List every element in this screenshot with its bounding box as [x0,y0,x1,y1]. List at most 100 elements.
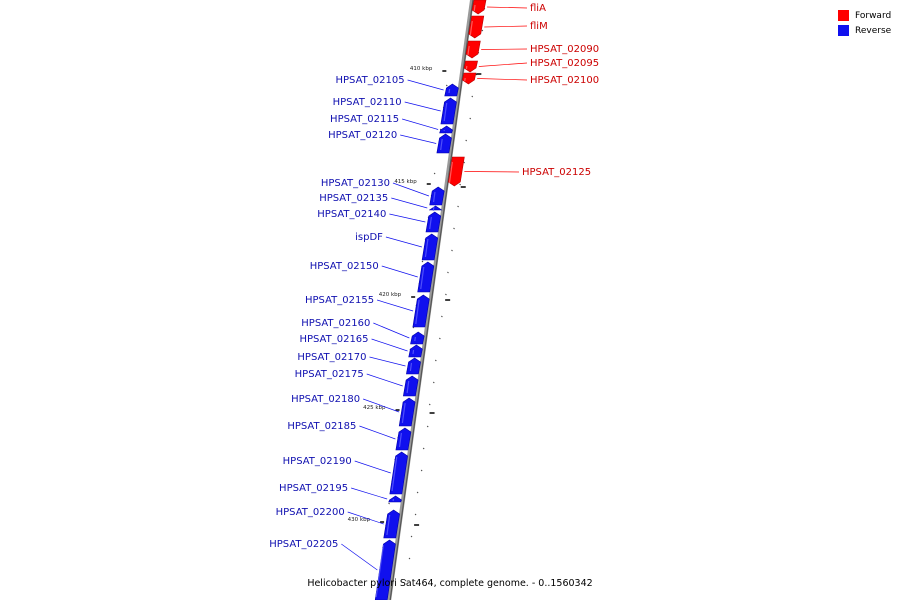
gene-highlight [398,432,403,448]
legend: Forward Reverse [838,8,891,38]
gene-highlight [448,88,451,94]
gene-highlight [414,336,416,342]
genome-backbone [387,0,474,600]
gene-arrow[interactable] [462,72,477,85]
gene-highlight [409,362,413,372]
gene-label[interactable]: ispDF [355,232,383,243]
tick-label: 425 kbp [363,405,386,411]
gene-highlight [469,20,473,36]
gene-highlight [406,380,410,394]
gene-arrow[interactable] [408,344,423,358]
gene-label[interactable]: HPSAT_02200 [276,507,345,518]
label-leader [478,62,528,67]
gene-label[interactable]: HPSAT_02105 [336,75,405,86]
gene-label[interactable]: fliA [530,3,546,14]
gene-label[interactable]: HPSAT_02190 [283,456,352,467]
gene-arrow[interactable] [429,186,445,206]
gene-highlight [415,299,420,325]
gene-label[interactable]: HPSAT_02140 [317,209,386,220]
gene-arrow[interactable] [410,331,425,345]
gene-label[interactable]: fliM [530,21,548,32]
gene-highlight [401,402,406,424]
tick-label: 415 kbp [394,179,417,185]
gene-label[interactable]: HPSAT_02100 [530,75,599,86]
gene-arrow[interactable] [429,205,443,211]
gene-highlight [424,238,429,258]
gene-label[interactable]: HPSAT_02180 [291,394,360,405]
scale-ticks: 410 kbp 415 kbp 420 kbp 425 kbp 430 kbp [348,66,482,526]
gene-label[interactable]: HPSAT_02175 [295,369,364,380]
label-leader [404,101,441,112]
legend-forward: Forward [838,8,891,23]
gene-label[interactable]: HPSAT_02095 [530,58,599,69]
gene-highlight [412,349,415,355]
gene-label[interactable]: HPSAT_02160 [301,318,370,329]
label-leader [487,6,528,9]
forward-swatch [838,10,849,21]
gene-highlight [432,206,435,212]
label-leader [407,79,444,91]
gene-arrow[interactable] [439,125,453,134]
gene-highlight [448,161,453,184]
gene-label[interactable]: HPSAT_02130 [321,178,390,189]
label-leader [381,265,418,278]
gene-arrow[interactable] [436,133,452,154]
legend-forward-label: Forward [855,10,892,21]
label-leader [347,511,384,525]
gene-arrow[interactable] [388,495,402,503]
label-leader [366,373,403,387]
gene-arrow[interactable] [395,427,412,451]
label-leader [484,25,528,28]
gene-arrow[interactable] [463,60,478,73]
gene-arrow[interactable] [471,0,487,15]
gene-arrow[interactable] [406,357,421,375]
label-leader [400,134,437,144]
gene-label[interactable]: HPSAT_02195 [279,483,348,494]
label-leader [477,78,528,81]
gene-highlight [432,191,436,203]
gene-label[interactable]: HPSAT_02155 [305,295,374,306]
gene-arrow[interactable] [465,40,481,59]
gene-features [374,0,487,600]
gene-highlight [440,138,443,151]
gene-arrow[interactable] [425,211,442,233]
label-leader [369,356,406,367]
label-leader [359,425,396,440]
reverse-swatch [838,25,849,36]
label-leader [481,48,528,50]
label-leader [464,171,520,173]
gene-label[interactable]: HPSAT_02165 [299,334,368,345]
label-leader [376,299,414,312]
gene-arrow[interactable] [374,539,396,600]
gene-label[interactable]: HPSAT_02170 [297,352,366,363]
label-leader [373,322,410,339]
gene-highlight [375,544,384,598]
gene-label[interactable]: HPSAT_02205 [269,539,338,550]
label-leader [363,398,400,413]
label-leader [371,338,408,352]
gene-arrow[interactable] [402,375,419,397]
map-caption: Helicobacter pylori Sat464, complete gen… [307,578,593,589]
gene-label[interactable]: HPSAT_02135 [319,193,388,204]
label-leader [354,460,391,474]
gene-highlight [473,4,476,12]
label-leader [389,213,426,223]
legend-reverse: Reverse [838,23,891,38]
gene-arrow[interactable] [444,83,459,97]
label-leader [351,487,388,500]
tick-label: 410 kbp [410,66,433,72]
gene-label[interactable]: HPSAT_02090 [530,44,599,55]
gene-label[interactable]: HPSAT_02185 [287,421,356,432]
gene-arrow[interactable] [389,451,408,495]
gene-highlight [429,216,432,230]
gene-highlight [467,45,470,56]
gene-label[interactable]: HPSAT_02115 [330,114,399,125]
gene-label[interactable]: HPSAT_02150 [310,261,379,272]
gene-highlight [420,266,425,290]
label-leader [402,118,439,130]
gene-label[interactable]: HPSAT_02110 [333,97,402,108]
gene-label[interactable]: HPSAT_02120 [328,130,397,141]
gene-labels: fliA fliM HPSAT_02090 HPSAT_02095 HPSAT_0210… [269,3,599,571]
gene-label[interactable]: HPSAT_02125 [522,167,591,178]
